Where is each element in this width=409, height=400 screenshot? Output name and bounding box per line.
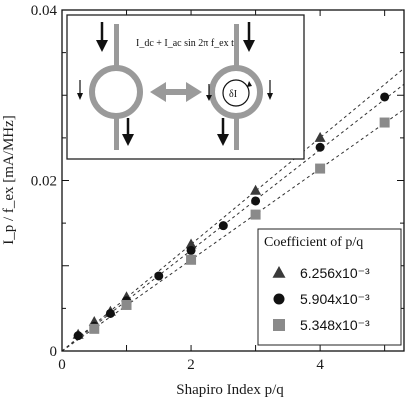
data-point-square <box>315 163 326 174</box>
legend-entry-label: 5.904x10⁻³ <box>300 291 370 307</box>
inset-loop-label: δI <box>229 89 237 100</box>
data-points <box>72 92 390 341</box>
x-tick-label: 4 <box>316 357 324 373</box>
data-point-circle <box>73 331 83 341</box>
data-point-triangle <box>272 266 286 278</box>
legend-entry-label: 5.348x10⁻³ <box>300 317 370 333</box>
fit-line <box>61 108 405 352</box>
data-point-circle <box>273 293 285 305</box>
right-ring-icon: δI <box>209 24 263 150</box>
data-point-triangle <box>250 184 262 195</box>
axes: 0 2 4 0 0.02 0.04 <box>31 3 405 373</box>
data-point-circle <box>218 221 228 231</box>
left-ring-icon <box>89 24 143 150</box>
data-point-circle <box>380 92 390 102</box>
legend: Coefficient of p/q 6.256x10⁻³ 5.904x10⁻³ 5… <box>257 228 402 346</box>
y-tick-label: 0.04 <box>31 3 58 19</box>
legend-entry-label: 6.256x10⁻³ <box>300 265 370 281</box>
data-point-circle <box>105 308 115 318</box>
data-point-triangle <box>314 131 326 142</box>
data-point-circle <box>315 142 325 152</box>
fit-lines <box>61 67 405 352</box>
double-arrow-icon <box>150 82 202 102</box>
y-axis-label: I_p / f_ex [mA/MHz] <box>1 115 17 245</box>
y-tick-label: 0.02 <box>31 174 57 190</box>
x-tick-label: 0 <box>58 357 66 373</box>
current-arrows-icon <box>77 22 273 146</box>
data-point-circle <box>154 271 164 281</box>
data-point-square <box>250 209 261 220</box>
data-point-square <box>379 117 390 128</box>
fit-line <box>61 83 405 352</box>
data-point-triangle <box>185 238 197 249</box>
inset-formula: I_dc + I_ac sin 2π f_ex t <box>136 38 234 49</box>
data-point-square <box>186 254 197 265</box>
data-point-square <box>89 323 100 334</box>
y-tick-label: 0 <box>50 344 58 360</box>
data-point-square <box>273 319 285 331</box>
fit-line <box>61 67 405 352</box>
x-tick-label: 2 <box>187 357 195 373</box>
data-point-circle <box>251 196 261 206</box>
inset-schematic: I_dc + I_ac sin 2π f_ex t δI <box>66 14 305 160</box>
legend-title: Coefficient of p/q <box>264 235 363 250</box>
data-point-square <box>121 299 132 310</box>
x-axis-label: Shapiro Index p/q <box>176 382 284 398</box>
data-point-circle <box>186 245 196 255</box>
